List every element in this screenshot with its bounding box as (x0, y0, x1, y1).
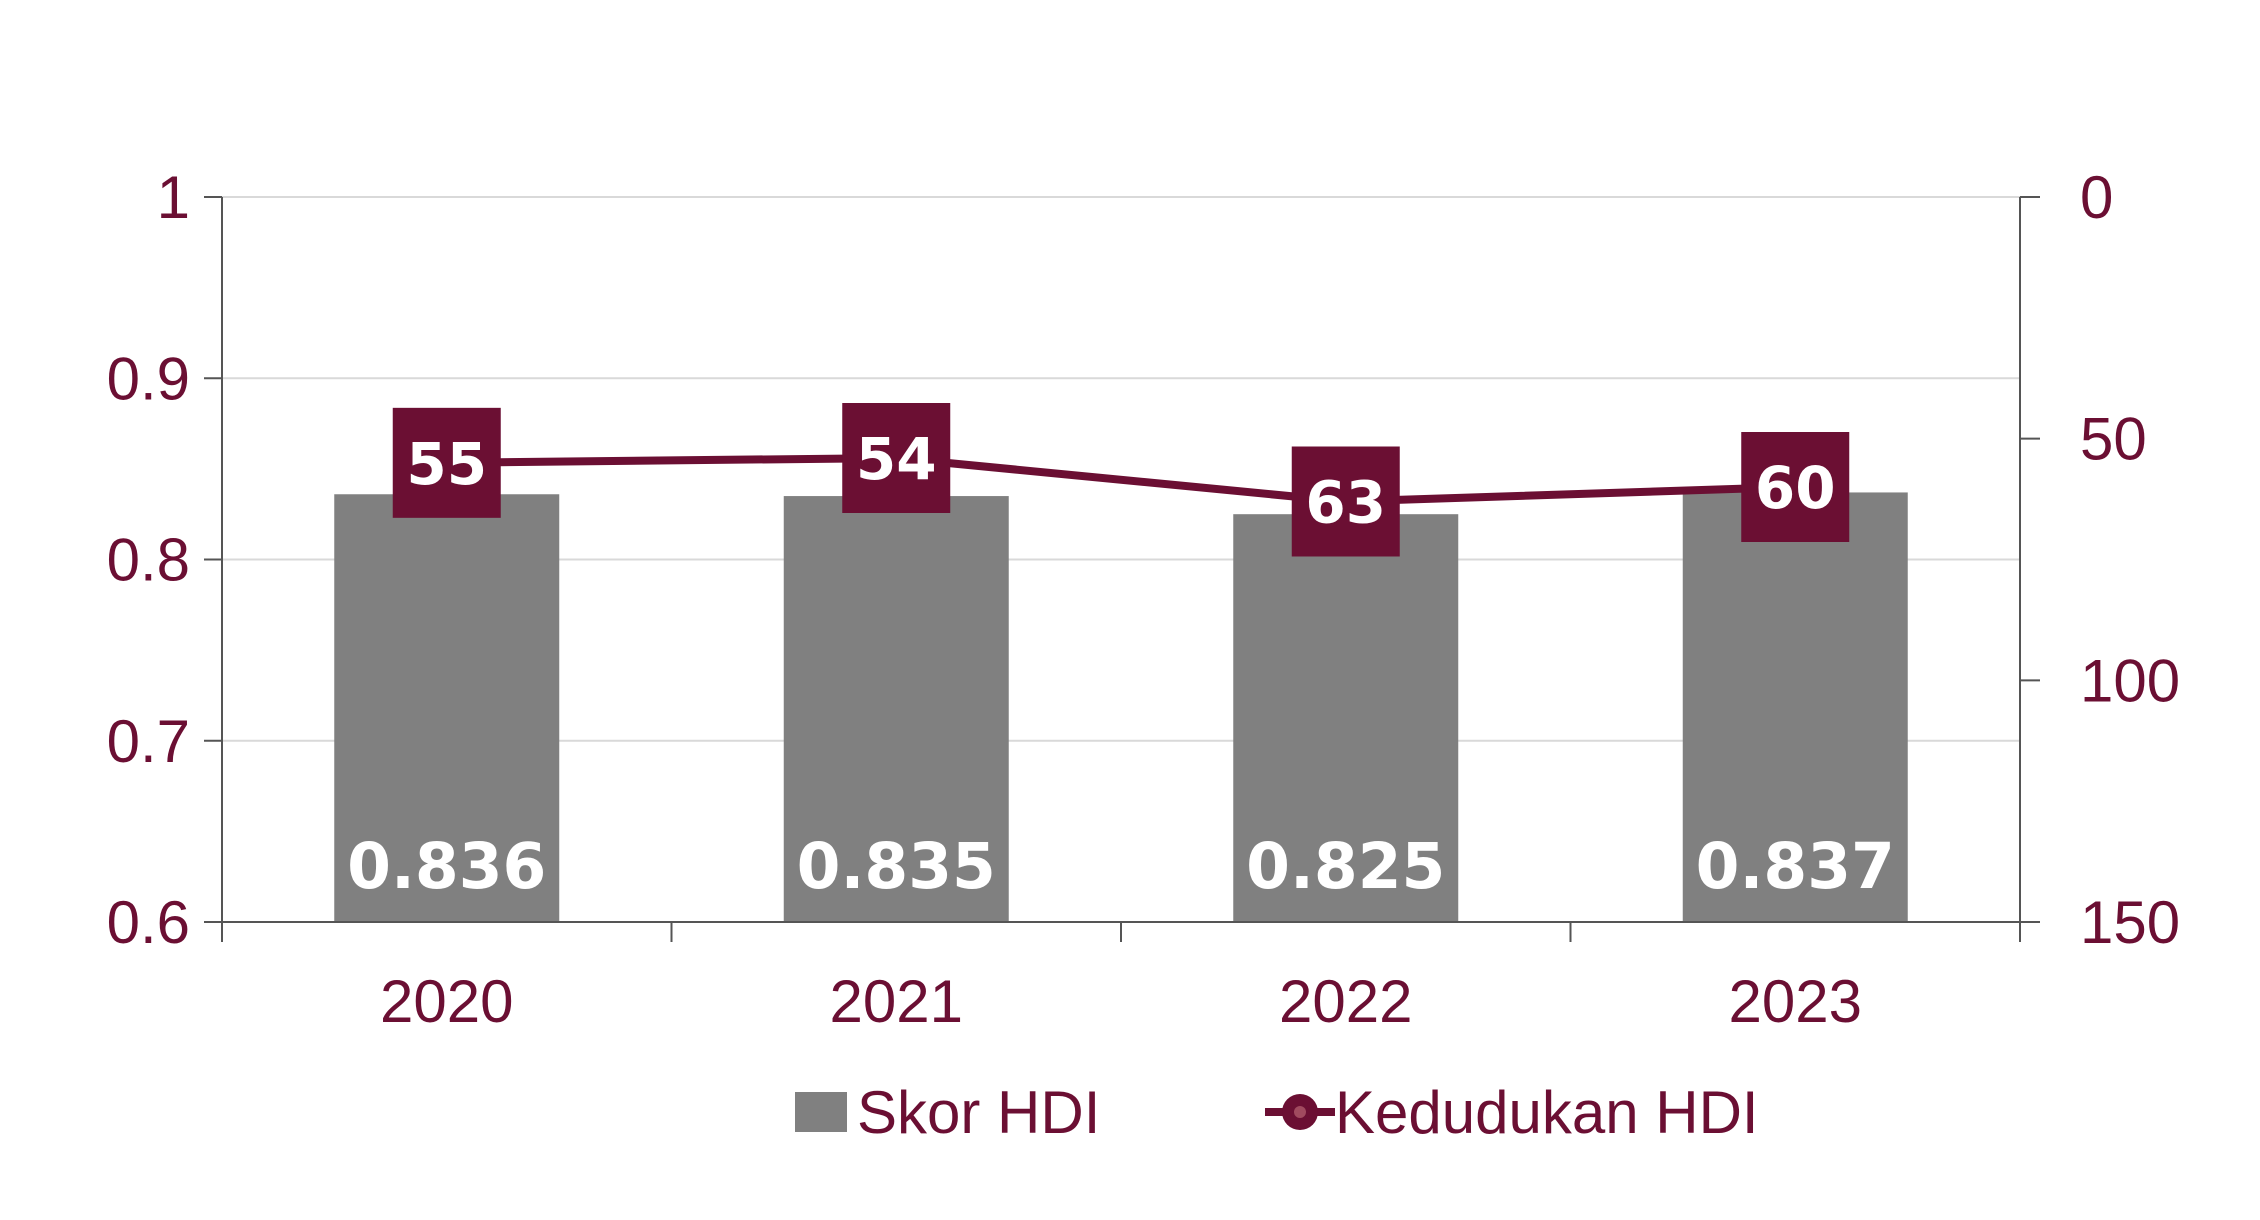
line-data-label: 54 (856, 425, 937, 493)
right-tick-label: 50 (2080, 406, 2147, 473)
legend-swatch-bar (795, 1092, 847, 1132)
left-tick-label: 0.9 (107, 345, 190, 412)
legend-label: Skor HDI (857, 1079, 1100, 1146)
x-tick-label: 2023 (1729, 968, 1862, 1035)
x-tick-label: 2020 (380, 968, 513, 1035)
line-data-label: 63 (1305, 469, 1386, 537)
line-path (446, 454, 1796, 506)
right-tick-label: 0 (2080, 164, 2113, 231)
bar (783, 496, 1009, 922)
left-tick-label: 0.6 (107, 889, 190, 956)
right-tick-label: 150 (2080, 889, 2180, 956)
line-point-marker (842, 403, 951, 513)
left-tick-label: 0.8 (107, 527, 190, 594)
line-point-marker (1291, 446, 1400, 557)
bar-data-label: 0.835 (797, 830, 996, 903)
left-tick-label: 0.7 (107, 708, 190, 775)
bar-data-label: 0.836 (347, 830, 546, 903)
line-data-label: 60 (1755, 454, 1836, 522)
axes (204, 196, 2040, 942)
line-point-marker (1741, 432, 1850, 542)
legend-marker-center (1294, 1106, 1306, 1118)
tick-labels: 0.6 0.7 0.8 0.9 1 0 50 100 150 2020 2021 2022 2023 (107, 164, 2181, 1035)
bar-data-label: 0.825 (1246, 830, 1445, 903)
legend-label: Kedudukan HDI (1335, 1079, 1759, 1146)
line-point-marker (392, 407, 501, 518)
x-tick-label: 2022 (1279, 968, 1412, 1035)
left-tick-label: 1 (157, 164, 190, 231)
legend: Skor HDI Kedudukan HDI (795, 1079, 1759, 1146)
line-series: 55 54 63 60 (392, 403, 1850, 557)
bar (1682, 492, 1908, 922)
right-tick-label: 100 (2080, 647, 2180, 714)
bar (1233, 514, 1459, 922)
line-data-label: 55 (406, 430, 487, 498)
bar-series: 0.836 0.835 0.825 0.837 (334, 492, 1908, 922)
x-tick-label: 2021 (830, 968, 963, 1035)
bar (334, 494, 560, 922)
bar-data-label: 0.837 (1696, 830, 1895, 903)
